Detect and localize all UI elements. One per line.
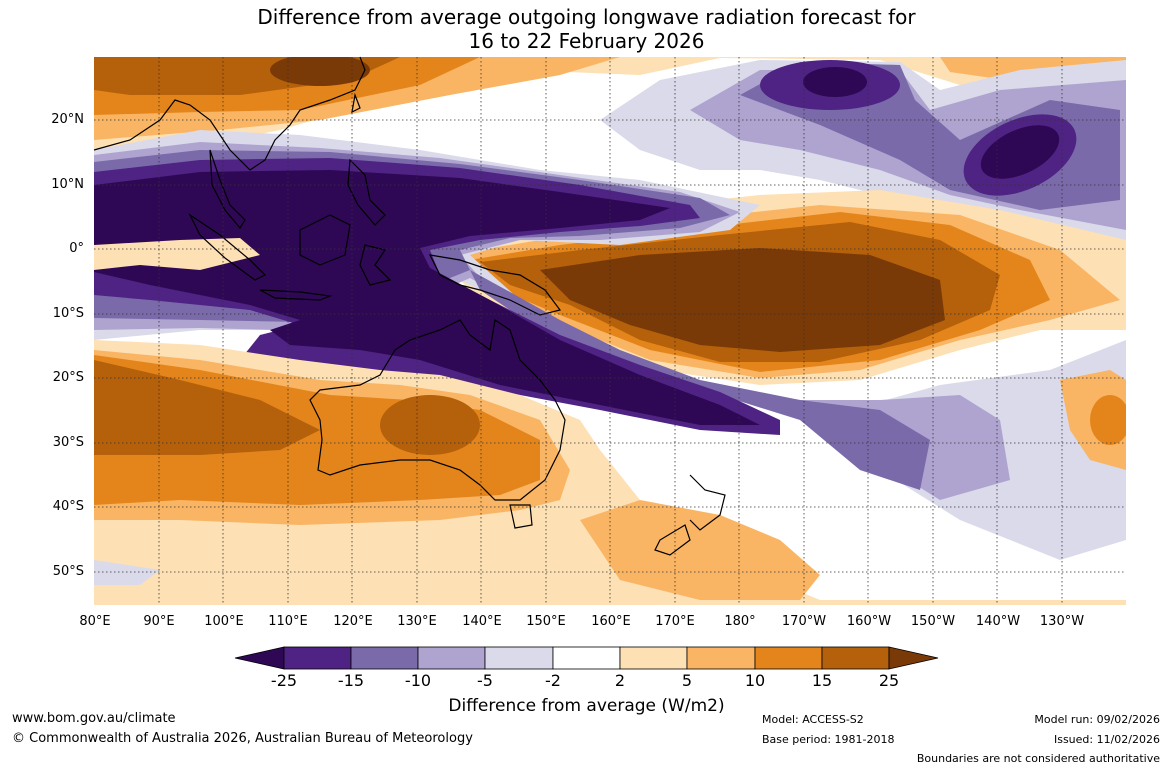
map-title-line-2: 16 to 22 February 2026 [468,29,705,53]
lon-label: 90°E [143,614,175,629]
colorbar-bin-neutral [552,646,621,670]
lat-label: 50°S [52,564,84,579]
eq-pacific-positive-max [540,248,945,352]
copyright-text: © Commonwealth of Australia 2026, Austra… [12,731,473,746]
lon-label: 170°W [781,614,827,629]
lon-label: 140°W [975,614,1021,629]
philippines-coast [347,158,386,226]
colorbar-bin-neg-25 [283,646,352,670]
lon-label: 160°W [846,614,892,629]
colorbar [234,646,939,670]
lon-label: 180° [724,614,756,629]
colorbar-bin-pos-10 [754,646,823,670]
maritime-negative-max [94,170,760,425]
colorbar-extend-negative [234,646,285,670]
lon-label: 130°E [397,614,437,629]
lat-label: 30°S [52,435,84,450]
lat-label: 10°S [52,306,84,321]
lon-label: 100°E [204,614,244,629]
issued-date: Issued: 11/02/2026 [1053,733,1160,746]
colorbar-tick: 5 [681,671,693,690]
model-name: Model: ACCESS-S2 [762,713,864,726]
colorbar-tick: -15 [337,671,365,690]
sulawesi-coast [359,244,392,286]
colorbar-tick: -10 [404,671,432,690]
se-pacific-positive-core [1090,395,1126,445]
indian-ocean-positive-strip [94,238,260,270]
colorbar-bin-neg-10 [417,646,486,670]
colorbar-bin-pos-2 [619,646,688,670]
lat-label: 20°S [52,370,84,385]
java-coast [259,289,333,301]
colorbar-tick: 25 [878,671,900,690]
map-title-line-1: Difference from average outgoing longwav… [257,5,916,29]
lon-label: 120°E [333,614,373,629]
lon-label: 130°W [1039,614,1085,629]
lon-label: 160°E [591,614,631,629]
colorbar-tick: -2 [545,671,561,690]
tasman-positive [580,500,820,600]
model-run-date: Model run: 09/02/2026 [1034,713,1160,726]
coastlines [93,56,726,556]
colorbar-extend-positive [888,646,939,670]
colorbar-units-label: Difference from average (W/m2) [448,696,725,716]
south-positive-peak [94,360,320,455]
lat-label: 10°N [51,177,84,192]
lon-label: 110°E [268,614,308,629]
lon-label: 170°E [655,614,695,629]
ne-pacific-negative-max [980,125,1060,179]
lat-label: 40°S [52,499,84,514]
anomaly-field [94,57,1126,605]
colorbar-tick: -5 [477,671,493,690]
colorbar-tick: 15 [811,671,833,690]
lat-label: 20°N [51,112,84,127]
colorbar-tick: -25 [270,671,298,690]
lon-label: 80°E [79,614,111,629]
colorbar-bin-neg-5 [484,646,554,670]
nw-pacific-negative-max [803,67,867,97]
australia-coast [309,318,566,501]
south-minor-negative [94,560,160,585]
boundaries-disclaimer: Boundaries are not considered authoritat… [916,752,1160,765]
borneo-coast [299,214,351,266]
malay-peninsula-coast [209,149,246,230]
base-period: Base period: 1981-2018 [762,733,895,746]
colorbar-bin-pos-5 [686,646,756,670]
website-link[interactable]: www.bom.gov.au/climate [12,711,176,726]
asia-mainland-coast [93,56,366,171]
colorbar-bin-neg-15 [350,646,419,670]
north-positive-max [270,57,370,86]
lat-label: 0° [69,241,84,256]
new-zealand-coast [654,474,726,556]
tasmania-coast [509,504,533,529]
lon-label: 140°E [462,614,502,629]
colorbar-tick: 10 [744,671,766,690]
new-guinea-coast [428,254,562,316]
taiwan-coast [351,92,361,114]
sumatra-coast [188,213,267,281]
colorbar-bin-pos-15 [821,646,890,670]
aus-positive-peak [380,395,480,455]
lon-label: 150°W [910,614,956,629]
lon-label: 150°E [526,614,566,629]
colorbar-tick: 2 [614,671,626,690]
graticule [94,57,1126,605]
